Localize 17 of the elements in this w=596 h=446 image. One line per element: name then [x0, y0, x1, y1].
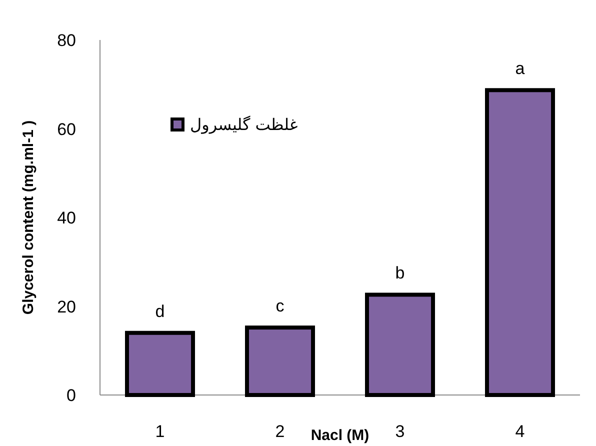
- annotation: b: [395, 264, 405, 283]
- x-tick-label: 1: [155, 422, 165, 441]
- y-tick-label: 0: [66, 386, 76, 405]
- x-tick-label: 2: [275, 422, 285, 441]
- y-tick-label: 80: [57, 31, 76, 50]
- annotation: c: [276, 296, 285, 316]
- annotation: d: [155, 302, 165, 321]
- y-axis-title: Glycerol content (mg.ml-1 ): [20, 120, 37, 315]
- x-tick-label: 4: [515, 422, 525, 441]
- x-tick-label: 3: [395, 422, 405, 441]
- y-tick-label: 40: [57, 208, 76, 228]
- legend-label: غلظت گلیسرول: [190, 115, 298, 134]
- y-tick-label: 60: [57, 120, 76, 139]
- legend: غلظت گلیسرول: [170, 115, 298, 134]
- y-tick-label: 20: [57, 297, 76, 316]
- annotation: a: [515, 59, 526, 78]
- x-axis-title: Nacl (M): [310, 427, 370, 444]
